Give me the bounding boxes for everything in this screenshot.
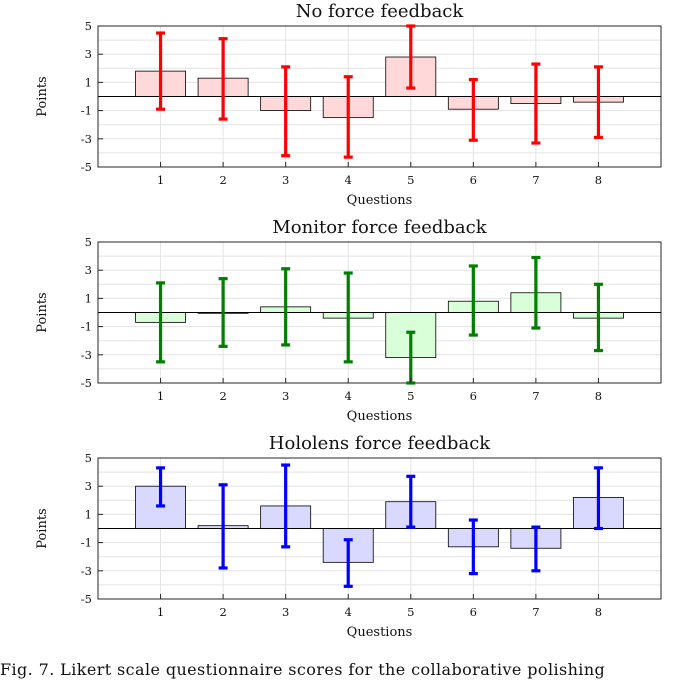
x-axis-label: Questions [347,409,413,424]
y-tick-label: -3 [81,564,92,578]
x-tick-label: 8 [595,173,602,187]
x-tick-label: 5 [407,605,414,619]
x-tick-label: 8 [595,605,602,619]
x-tick-label: 2 [219,389,226,403]
x-tick-label: 4 [345,605,352,619]
chart-panel-2: -5 -3 -1 1 3 5 1 2 3 4 5 6 7 8 Monitor force feedback Q… [35,217,662,424]
x-tick-label: 5 [407,173,414,187]
y-tick-label: 5 [85,19,92,33]
y-tick-label: 1 [85,507,92,521]
x-tick-label: 7 [532,173,539,187]
y-tick-label: -3 [81,132,92,146]
x-tick-label: 3 [282,389,289,403]
x-tick-label: 2 [219,605,226,619]
x-tick-label: 6 [470,173,477,187]
x-tick-label: 7 [532,605,539,619]
x-axis-label: Questions [347,625,413,640]
y-tick-label: 3 [85,47,92,61]
y-axis-label: Points [35,76,50,116]
chart-title: Monitor force feedback [272,217,487,238]
chart-title: Hololens force feedback [269,433,491,454]
x-tick-label: 7 [532,389,539,403]
y-axis-label: Points [35,508,50,548]
y-tick-label: -3 [81,348,92,362]
x-tick-label: 6 [470,605,477,619]
x-tick-label: 6 [470,389,477,403]
y-tick-label: -1 [81,104,92,118]
y-tick-label: 5 [85,451,92,465]
x-tick-label: 1 [157,605,164,619]
y-tick-label: 5 [85,235,92,249]
figure: -5 -3 -1 1 3 5 1 2 3 4 5 6 7 8 No force feedback Questi… [35,1,662,640]
chart-panel-1: -5 -3 -1 1 3 5 1 2 3 4 5 6 7 8 No force feedback Questi… [35,1,662,208]
y-axis-label: Points [35,292,50,332]
y-tick-label: 3 [85,263,92,277]
x-tick-label: 1 [157,173,164,187]
x-tick-label: 5 [407,389,414,403]
x-tick-label: 1 [157,389,164,403]
figure-caption: Fig. 7. Likert scale questionnaire score… [0,660,606,679]
chart-panel-3: -5 -3 -1 1 3 5 1 2 3 4 5 6 7 8 Hololens force feedback… [35,433,662,640]
y-tick-label: -5 [81,592,92,606]
x-tick-label: 8 [595,389,602,403]
y-tick-label: -1 [81,320,92,334]
x-tick-label: 3 [282,605,289,619]
x-tick-label: 4 [345,173,352,187]
x-tick-label: 4 [345,389,352,403]
y-tick-label: -5 [81,160,92,174]
y-tick-label: 3 [85,479,92,493]
x-tick-label: 3 [282,173,289,187]
y-tick-label: 1 [85,291,92,305]
y-tick-label: -5 [81,376,92,390]
y-tick-label: 1 [85,75,92,89]
y-tick-label: -1 [81,536,92,550]
x-axis-label: Questions [347,193,413,208]
chart-title: No force feedback [296,1,465,22]
x-tick-label: 2 [219,173,226,187]
